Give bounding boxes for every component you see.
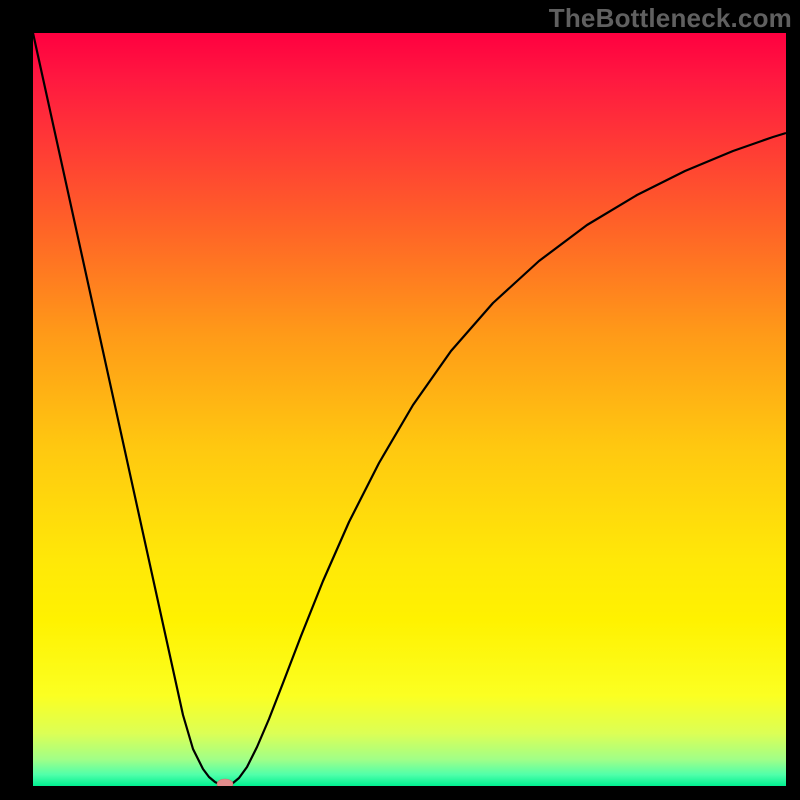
watermark-text: TheBottleneck.com <box>549 3 792 34</box>
plot-svg <box>33 33 786 786</box>
chart-container: { "chart": { "type": "line", "canvas": {… <box>0 0 800 800</box>
frame-left <box>0 0 33 800</box>
frame-bottom <box>0 786 800 800</box>
plot-area <box>33 33 786 786</box>
optimum-marker <box>217 779 233 786</box>
frame-right <box>786 0 800 800</box>
bottleneck-curve <box>33 33 786 786</box>
